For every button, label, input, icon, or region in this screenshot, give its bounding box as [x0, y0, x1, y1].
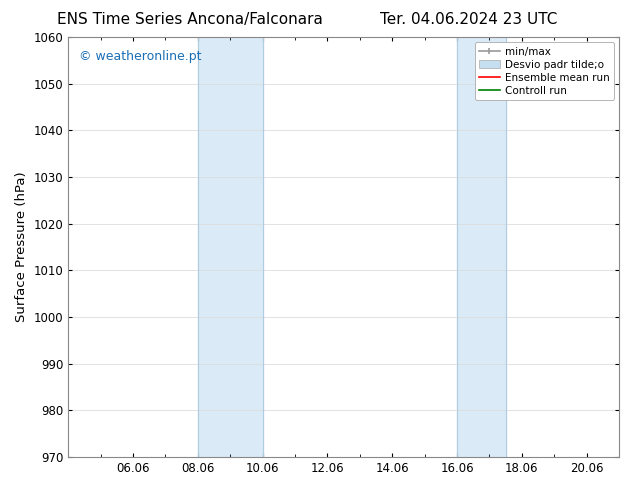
- Text: Ter. 04.06.2024 23 UTC: Ter. 04.06.2024 23 UTC: [380, 12, 558, 27]
- Y-axis label: Surface Pressure (hPa): Surface Pressure (hPa): [15, 172, 28, 322]
- Text: ENS Time Series Ancona/Falconara: ENS Time Series Ancona/Falconara: [57, 12, 323, 27]
- Bar: [198, 37, 262, 457]
- Text: © weatheronline.pt: © weatheronline.pt: [79, 50, 202, 63]
- Legend: min/max, Desvio padr tilde;o, Ensemble mean run, Controll run: min/max, Desvio padr tilde;o, Ensemble m…: [475, 42, 614, 100]
- Bar: [457, 37, 505, 457]
